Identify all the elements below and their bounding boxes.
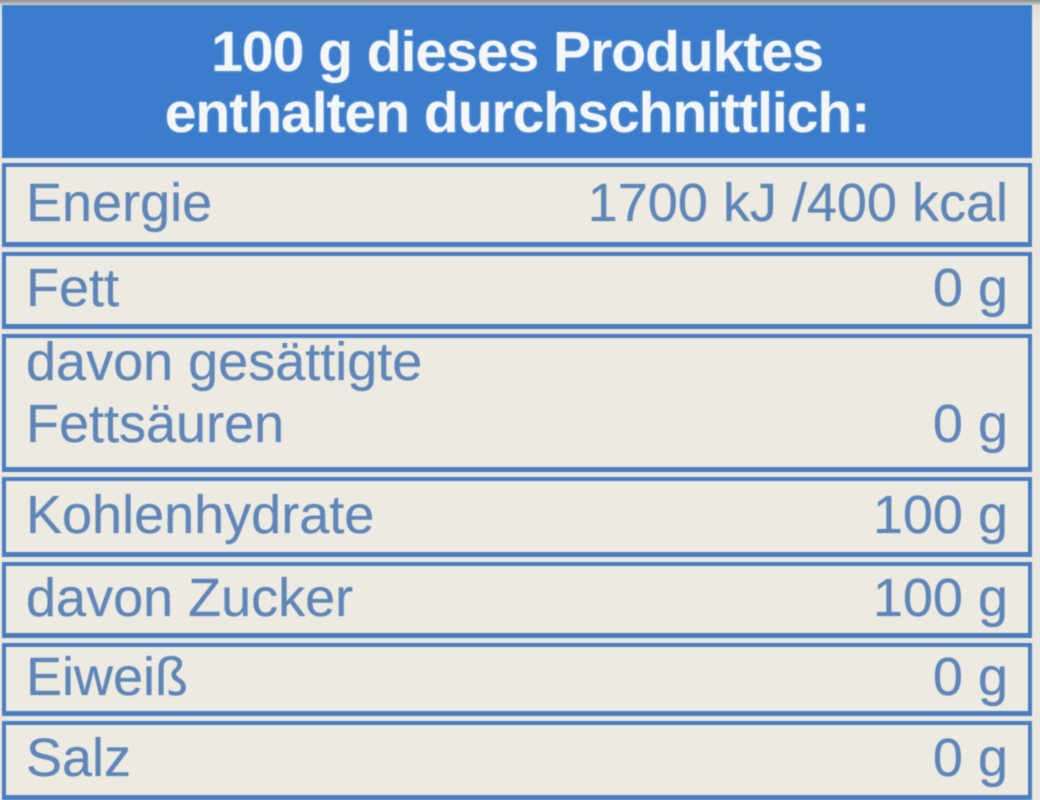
row-salz: Salz 0 g [2, 721, 1032, 800]
nutrient-label: davon gesättigte Fettsäuren [26, 331, 422, 455]
nutrient-value: 0 g [932, 258, 1008, 318]
nutrient-label-line-2: Fettsäuren [26, 394, 285, 454]
nutrient-label: Kohlenhydrate [26, 484, 375, 545]
row-fett: Fett 0 g [2, 252, 1032, 329]
header-line-1: 100 g dieses Produktes [211, 20, 824, 84]
row-gesaettigte-fettsaeuren: davon gesättigte Fettsäuren 0 g [2, 331, 1032, 472]
photo-crop-edge [0, 0, 1040, 5]
nutrient-value: 0 g [932, 728, 1008, 788]
row-eiweiss: Eiweiß 0 g [2, 643, 1032, 716]
row-kohlenhydrate: Kohlenhydrate 100 g [2, 477, 1032, 557]
nutrient-label: davon Zucker [26, 567, 354, 628]
nutrient-label: Energie [26, 172, 213, 233]
nutrient-label-line-1: davon gesättigte [26, 332, 423, 392]
nutrition-facts-table: 100 g dieses Produktes enthalten durchsc… [2, 5, 1032, 800]
nutrient-value: 100 g [872, 484, 1008, 545]
nutrient-value: 1700 kJ /400 kcal [587, 172, 1008, 233]
table-header: 100 g dieses Produktes enthalten durchsc… [2, 5, 1032, 158]
nutrient-label: Salz [26, 728, 132, 788]
row-energie: Energie 1700 kJ /400 kcal [2, 163, 1032, 247]
row-davon-zucker: davon Zucker 100 g [2, 562, 1032, 638]
nutrient-label: Fett [26, 258, 120, 318]
nutrient-value: 0 g [932, 394, 1008, 454]
nutrient-value: 100 g [872, 567, 1008, 628]
nutrient-value: 0 g [932, 647, 1008, 707]
nutrient-label: Eiweiß [26, 647, 189, 707]
header-line-2: enthalten durchschnittlich: [164, 81, 871, 145]
